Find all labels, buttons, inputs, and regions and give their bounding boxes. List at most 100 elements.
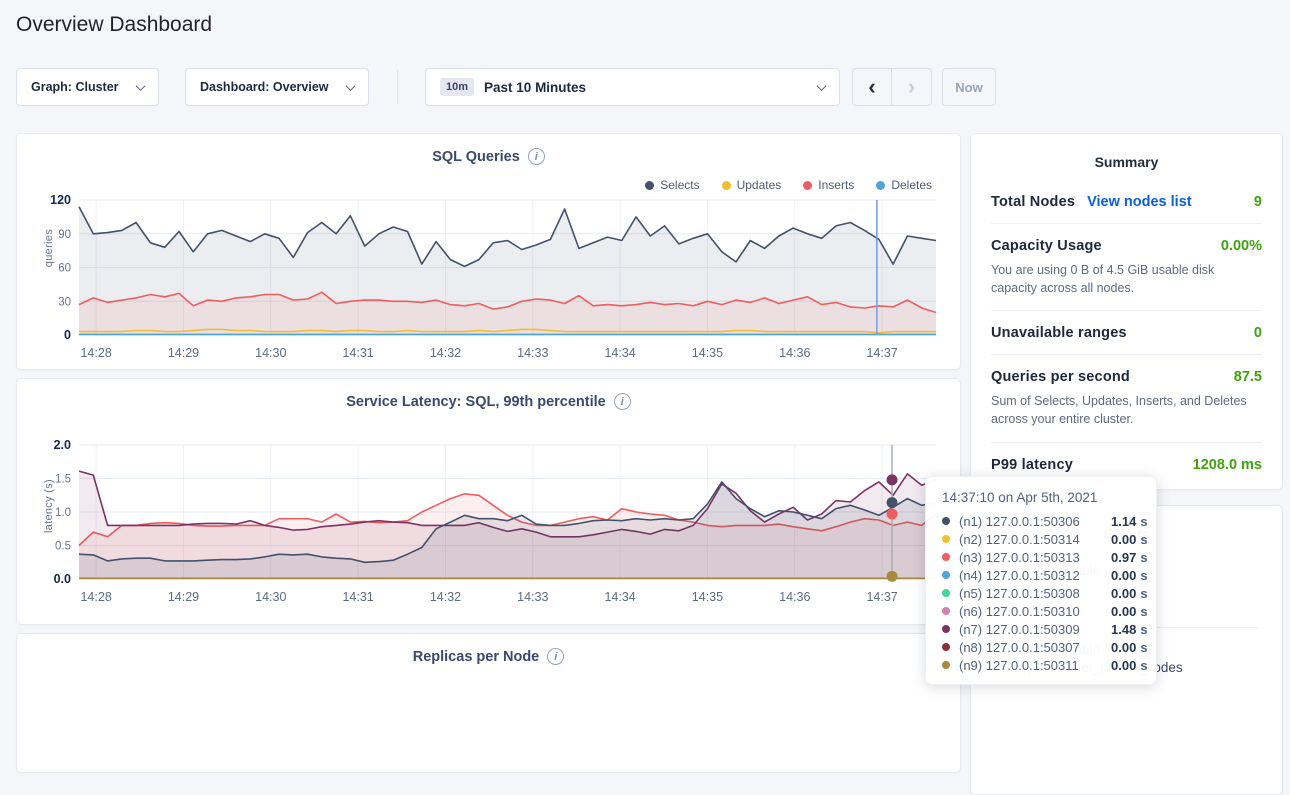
chart-title: Replicas per Node	[412, 648, 540, 665]
legend-label: Inserts	[818, 178, 855, 192]
svg-text:14:35: 14:35	[692, 590, 723, 604]
replicas-per-node-panel: Replicas per Node i	[16, 633, 961, 773]
tooltip-unit: s	[1140, 657, 1148, 673]
sql-queries-panel: SQL Queries i Selects Updates Inserts Delet…	[16, 133, 961, 370]
series-dot-icon	[942, 589, 950, 597]
info-icon[interactable]: i	[527, 148, 545, 165]
series-dot-icon	[942, 517, 950, 525]
tooltip-value: 1.14	[1111, 513, 1137, 529]
time-step-buttons: ‹ ›	[852, 68, 932, 106]
svg-text:14:31: 14:31	[342, 346, 373, 360]
graph-dropdown[interactable]: Graph: Cluster	[16, 68, 159, 106]
legend-item[interactable]: Selects	[645, 178, 700, 192]
tooltip-timestamp: 14:37:10 on Apr 5th, 2021	[942, 490, 1098, 505]
time-range-badge: 10m	[440, 78, 475, 96]
dashboard-dropdown-label: Dashboard: Overview	[200, 80, 329, 94]
time-range-dropdown[interactable]: 10m Past 10 Minutes	[425, 68, 840, 106]
series-dot-icon	[942, 553, 950, 561]
legend-item[interactable]: Updates	[721, 178, 782, 192]
controls-divider	[397, 70, 398, 104]
tooltip-value: 0.00	[1111, 603, 1137, 619]
summary-heading: Summary	[1094, 154, 1159, 170]
series-dot-icon	[942, 535, 950, 543]
view-nodes-list-link[interactable]: View nodes list	[1087, 194, 1192, 210]
tooltip-value: 1.48	[1111, 621, 1137, 637]
legend-dot-icon	[803, 180, 813, 190]
tooltip-node-label: (n6) 127.0.0.1:50310	[959, 603, 1080, 619]
summary-row: P99 latency 1208.0 ms	[991, 441, 1262, 486]
page-title: Overview Dashboard	[16, 13, 213, 36]
svg-text:14:31: 14:31	[342, 590, 373, 604]
info-icon[interactable]: i	[547, 648, 565, 665]
tooltip-node-label: (n1) 127.0.0.1:50306	[959, 513, 1080, 529]
svg-text:0.5: 0.5	[55, 541, 71, 553]
svg-text:14:30: 14:30	[255, 590, 286, 604]
summary-panel: Summary Total Nodes View nodes list 9 Capac…	[970, 133, 1283, 490]
sql-queries-chart[interactable]: 14:28 14:29 14:30 14:31 14:32 14:33 14:34 14:35…	[17, 192, 962, 364]
tooltip-row: (n4) 127.0.0.1:50312 0.00 s	[942, 566, 1148, 584]
svg-text:14:33: 14:33	[517, 590, 548, 604]
summary-row: Queries per second 87.5 Sum of Selects, Up…	[991, 354, 1262, 441]
tooltip-value: 0.00	[1111, 567, 1137, 583]
summary-value: 0.00%	[1220, 238, 1262, 254]
series-dot-icon	[942, 607, 950, 615]
summary-body: Total Nodes View nodes list 9 Capacity Usag…	[971, 170, 1282, 486]
tooltip-value: 0.00	[1111, 531, 1137, 547]
time-range-label: Past 10 Minutes	[484, 79, 587, 95]
tooltip-unit: s	[1140, 567, 1148, 583]
svg-text:14:32: 14:32	[430, 590, 461, 604]
svg-text:60: 60	[58, 263, 71, 275]
time-back-button[interactable]: ‹	[853, 69, 892, 105]
time-forward-button[interactable]: ›	[892, 69, 931, 105]
now-button[interactable]: Now	[942, 68, 996, 106]
tooltip-rows: (n1) 127.0.0.1:50306 1.14 s (n2) 127.0.0.1:…	[942, 512, 1148, 674]
chevron-down-icon	[816, 80, 827, 91]
service-latency-panel: Service Latency: SQL, 99th percentile i …	[16, 378, 961, 625]
tooltip-unit: s	[1140, 549, 1148, 565]
tooltip-row: (n6) 127.0.0.1:50310 0.00 s	[942, 602, 1148, 620]
svg-text:14:28: 14:28	[80, 346, 111, 360]
tooltip-node-label: (n5) 127.0.0.1:50308	[959, 585, 1080, 601]
tooltip-value: 0.00	[1111, 639, 1137, 655]
chart-hover-tooltip: 14:37:10 on Apr 5th, 2021 (n1) 127.0.0.1…	[925, 476, 1157, 685]
summary-label: Queries per second	[991, 369, 1130, 386]
svg-text:2.0: 2.0	[54, 438, 71, 452]
summary-value: 9	[1253, 194, 1262, 210]
legend-dot-icon	[645, 180, 655, 190]
chevron-down-icon	[135, 80, 146, 91]
summary-label: P99 latency	[991, 456, 1073, 473]
chart-title: Service Latency: SQL, 99th percentile	[346, 393, 606, 410]
tooltip-unit: s	[1140, 639, 1148, 655]
series-dot-icon	[942, 571, 950, 579]
svg-text:14:34: 14:34	[604, 590, 635, 604]
tooltip-node-label: (n4) 127.0.0.1:50312	[959, 567, 1080, 583]
svg-text:14:28: 14:28	[80, 590, 111, 604]
tooltip-unit: s	[1140, 621, 1148, 637]
info-icon[interactable]: i	[613, 393, 631, 410]
tooltip-node-label: (n3) 127.0.0.1:50313	[959, 549, 1080, 565]
summary-subtext: You are using 0 B of 4.5 GiB usable disk…	[991, 263, 1215, 296]
legend-label: Selects	[660, 178, 700, 192]
series-dot-icon	[942, 625, 950, 633]
tooltip-unit: s	[1140, 603, 1148, 619]
svg-text:0.0: 0.0	[54, 572, 71, 586]
service-latency-chart[interactable]: 14:28 14:29 14:30 14:31 14:32 14:33 14:34 14:35…	[17, 437, 962, 613]
tooltip-value: 0.00	[1111, 657, 1137, 673]
svg-text:14:36: 14:36	[779, 346, 810, 360]
summary-value: 87.5	[1233, 369, 1262, 386]
dashboard-dropdown[interactable]: Dashboard: Overview	[185, 68, 369, 106]
summary-row: Unavailable ranges 0	[991, 310, 1262, 354]
svg-text:14:34: 14:34	[604, 346, 635, 360]
legend-item[interactable]: Inserts	[803, 178, 854, 192]
svg-text:14:29: 14:29	[168, 346, 199, 360]
summary-label: Total Nodes	[991, 194, 1076, 210]
tooltip-row: (n7) 127.0.0.1:50309 1.48 s	[942, 620, 1148, 638]
tooltip-row: (n8) 127.0.0.1:50307 0.00 s	[942, 638, 1148, 656]
series-dot-icon	[942, 661, 950, 669]
legend-dot-icon	[721, 180, 731, 190]
legend-item[interactable]: Deletes	[876, 178, 932, 192]
svg-text:14:33: 14:33	[517, 346, 548, 360]
svg-text:14:32: 14:32	[430, 346, 461, 360]
legend-label: Deletes	[891, 178, 932, 192]
legend-label: Updates	[736, 178, 782, 192]
